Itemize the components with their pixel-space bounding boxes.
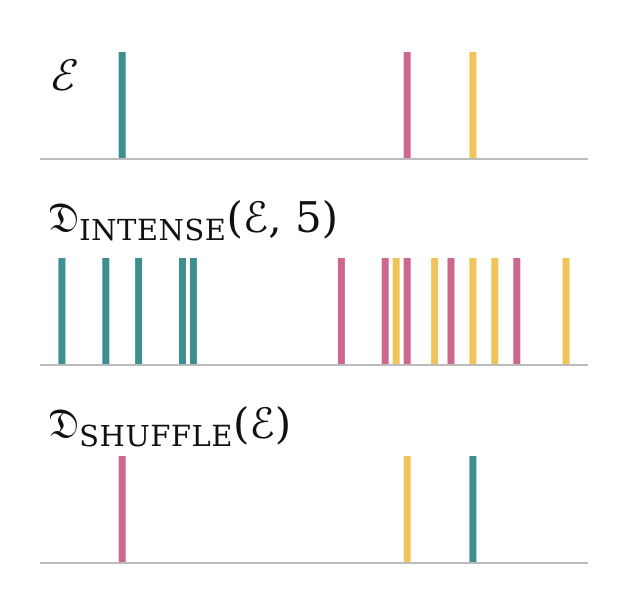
- label-intense-argument: (ℰ, 5): [226, 193, 338, 242]
- event-bar-intense-5: [189, 258, 197, 365]
- event-bar-intense-7: [381, 258, 389, 365]
- panel-original: ℰ: [40, 51, 588, 160]
- label-original-symbol: ℰ: [48, 51, 78, 100]
- event-bar-intense-15: [562, 258, 570, 365]
- events-intense: [58, 258, 570, 365]
- label-shuffle-argument: (ℰ): [233, 399, 291, 448]
- panel-intense: 𝔇INTENSE(ℰ, 5): [40, 193, 588, 366]
- event-bar-intense-3: [135, 258, 143, 365]
- event-bar-shuffle-1: [118, 456, 126, 563]
- event-bar-original-3: [469, 52, 477, 159]
- event-bar-shuffle-2: [403, 456, 411, 563]
- label-shuffle-subscript: SHUFFLE: [79, 419, 233, 453]
- event-bar-intense-4: [179, 258, 186, 365]
- event-bar-intense-8: [392, 258, 400, 365]
- events-shuffle: [118, 456, 477, 563]
- panel-shuffle: 𝔇SHUFFLE(ℰ): [40, 399, 588, 564]
- event-bar-original-2: [403, 52, 411, 159]
- event-bar-intense-11: [447, 258, 455, 365]
- event-bar-intense-10: [431, 258, 439, 365]
- event-bar-intense-6: [337, 258, 345, 365]
- event-bar-intense-1: [58, 258, 66, 365]
- label-shuffle-operator: 𝔇: [48, 399, 79, 448]
- event-bar-original-1: [118, 52, 126, 159]
- events-original: [118, 52, 477, 159]
- event-bar-intense-2: [102, 258, 110, 365]
- event-bar-intense-14: [513, 258, 521, 365]
- event-bar-intense-13: [491, 258, 499, 365]
- label-shuffle: 𝔇SHUFFLE(ℰ): [48, 399, 291, 453]
- label-intense: 𝔇INTENSE(ℰ, 5): [48, 193, 338, 247]
- label-intense-subscript: INTENSE: [79, 213, 226, 247]
- event-bar-shuffle-3: [469, 456, 477, 563]
- event-bar-intense-9: [403, 258, 411, 365]
- event-bar-intense-12: [469, 258, 477, 365]
- label-intense-operator: 𝔇: [48, 193, 79, 242]
